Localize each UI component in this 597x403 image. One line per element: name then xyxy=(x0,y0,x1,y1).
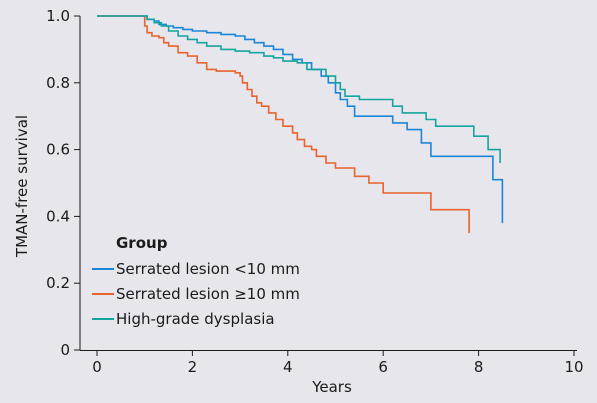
x-tick-label: 2 xyxy=(188,358,198,376)
legend: Group Serrated lesion <10 mm Serrated les… xyxy=(92,234,300,328)
y-tick-label: 0.6 xyxy=(46,141,70,159)
y-tick-label: 0.8 xyxy=(46,74,70,92)
series-line-3 xyxy=(97,15,501,163)
legend-title: Group xyxy=(116,234,168,252)
legend-label-3: High-grade dysplasia xyxy=(116,310,275,328)
x-tick-label: 6 xyxy=(378,358,388,376)
legend-label-1: Serrated lesion <10 mm xyxy=(116,260,300,278)
x-tick-label: 10 xyxy=(564,358,583,376)
y-axis-label: TMAN-free survival xyxy=(13,115,31,258)
series-line-2 xyxy=(97,15,470,234)
x-tick-label: 4 xyxy=(283,358,293,376)
axes: 0 0.2 0.4 0.6 0.8 1.0 0 2 4 6 8 10 xyxy=(46,7,583,376)
x-tick-label: 8 xyxy=(474,358,484,376)
x-tick-label: 0 xyxy=(92,358,102,376)
y-tick-label: 0 xyxy=(60,341,70,359)
x-axis-label: Years xyxy=(311,378,352,396)
legend-label-2: Serrated lesion ≥10 mm xyxy=(116,285,300,303)
y-tick-label: 0.2 xyxy=(46,274,70,292)
y-tick-label: 1.0 xyxy=(46,7,70,25)
y-tick-label: 0.4 xyxy=(46,207,70,225)
series-line-1 xyxy=(97,15,504,224)
series-layer xyxy=(97,15,504,234)
